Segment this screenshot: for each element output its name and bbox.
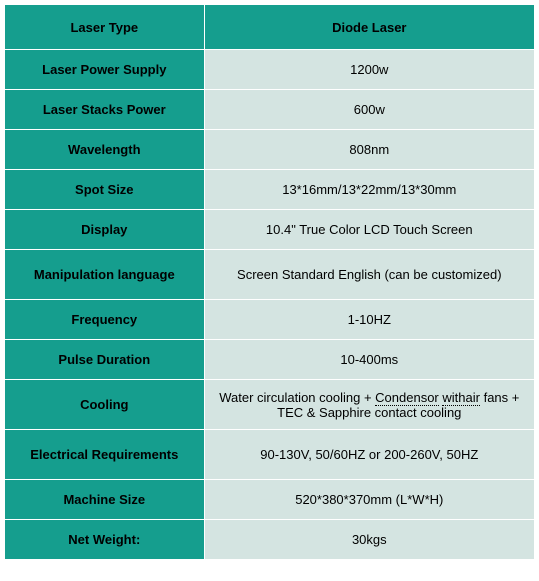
row-value: 10.4" True Color LCD Touch Screen bbox=[204, 210, 534, 250]
row-value: 520*380*370mm (L*W*H) bbox=[204, 480, 534, 520]
row-value: 808nm bbox=[204, 130, 534, 170]
row-value: Water circulation cooling + Condensor wi… bbox=[204, 380, 534, 430]
row-label: Net Weight: bbox=[5, 520, 205, 560]
table-row: Electrical Requirements90-130V, 50/60HZ … bbox=[5, 430, 535, 480]
spec-table: Laser Type Diode Laser Laser Power Suppl… bbox=[4, 4, 535, 560]
row-label: Display bbox=[5, 210, 205, 250]
table-row: Frequency1-10HZ bbox=[5, 300, 535, 340]
row-label: Pulse Duration bbox=[5, 340, 205, 380]
table-row: Display10.4" True Color LCD Touch Screen bbox=[5, 210, 535, 250]
table-row: CoolingWater circulation cooling + Conde… bbox=[5, 380, 535, 430]
header-value: Diode Laser bbox=[204, 5, 534, 50]
row-value: Screen Standard English (can be customiz… bbox=[204, 250, 534, 300]
row-label: Machine Size bbox=[5, 480, 205, 520]
header-label: Laser Type bbox=[5, 5, 205, 50]
row-label: Spot Size bbox=[5, 170, 205, 210]
table-row: Pulse Duration10-400ms bbox=[5, 340, 535, 380]
table-row: Net Weight:30kgs bbox=[5, 520, 535, 560]
row-value: 13*16mm/13*22mm/13*30mm bbox=[204, 170, 534, 210]
table-row: Manipulation languageScreen Standard Eng… bbox=[5, 250, 535, 300]
table-row: Laser Power Supply1200w bbox=[5, 50, 535, 90]
row-label: Electrical Requirements bbox=[5, 430, 205, 480]
row-value: 600w bbox=[204, 90, 534, 130]
row-value: 1-10HZ bbox=[204, 300, 534, 340]
table-row: Machine Size520*380*370mm (L*W*H) bbox=[5, 480, 535, 520]
header-row: Laser Type Diode Laser bbox=[5, 5, 535, 50]
row-label: Frequency bbox=[5, 300, 205, 340]
row-label: Laser Stacks Power bbox=[5, 90, 205, 130]
table-row: Wavelength808nm bbox=[5, 130, 535, 170]
row-value: 10-400ms bbox=[204, 340, 534, 380]
row-label: Wavelength bbox=[5, 130, 205, 170]
row-label: Manipulation language bbox=[5, 250, 205, 300]
table-row: Laser Stacks Power600w bbox=[5, 90, 535, 130]
row-value: 30kgs bbox=[204, 520, 534, 560]
row-label: Laser Power Supply bbox=[5, 50, 205, 90]
row-value: 90-130V, 50/60HZ or 200-260V, 50HZ bbox=[204, 430, 534, 480]
row-label: Cooling bbox=[5, 380, 205, 430]
row-value: 1200w bbox=[204, 50, 534, 90]
table-row: Spot Size13*16mm/13*22mm/13*30mm bbox=[5, 170, 535, 210]
